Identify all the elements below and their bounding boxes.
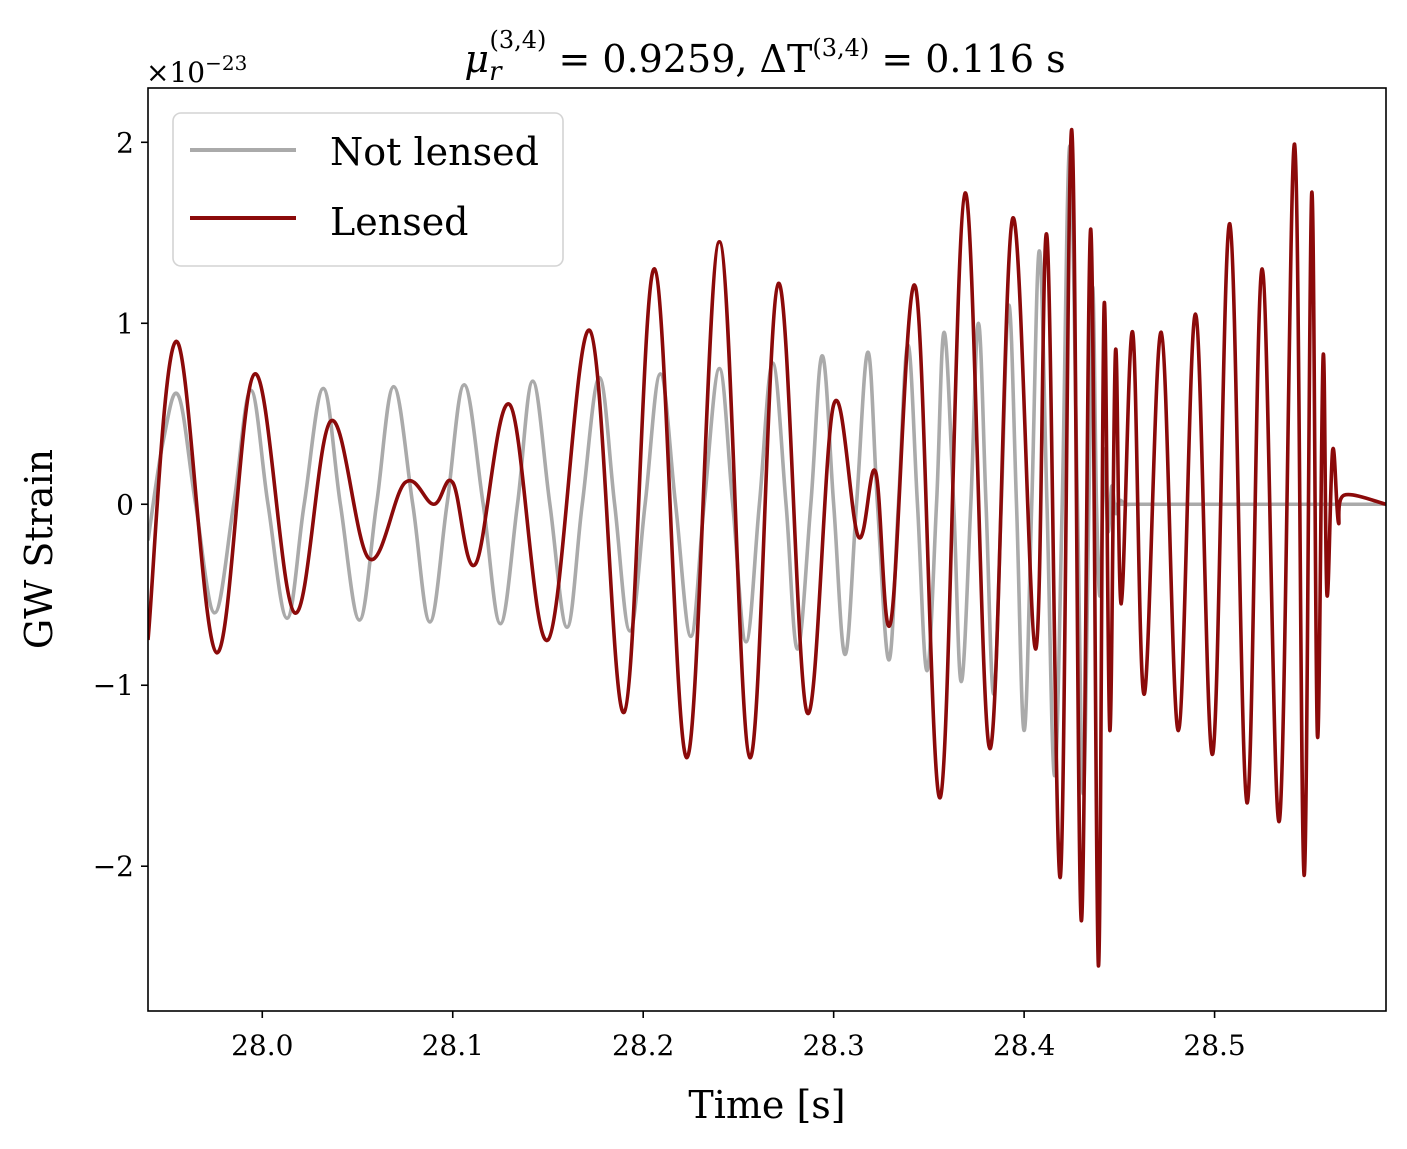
series-layer (148, 127, 1386, 968)
title-mu-sub: r (489, 57, 503, 87)
title-mu-symbol: μ (464, 37, 489, 81)
offset-exponent: −23 (205, 51, 247, 75)
x-tick-label: 28.5 (1183, 1029, 1245, 1062)
x-tick-label: 28.0 (231, 1029, 293, 1062)
x-axis-label: Time [s] (688, 1083, 845, 1127)
title-dt-value: = 0.116 s (869, 37, 1065, 81)
y-offset-text: ×10−23 (146, 51, 247, 89)
offset-base: ×10 (146, 56, 205, 89)
y-tick-label: 1 (116, 307, 134, 340)
y-tick-label: −2 (93, 850, 134, 883)
chart-title: μr(3,4) = 0.9259, ΔT(3,4) = 0.116 s (464, 26, 1065, 87)
y-tick-label: −1 (93, 669, 134, 702)
x-tick-label: 28.3 (802, 1029, 864, 1062)
title-mu-sup: (3,4) (490, 26, 547, 54)
series-line-lensed (148, 127, 1386, 968)
legend-label-lensed: Lensed (330, 200, 469, 244)
title-mu-value: = 0.9259, (546, 37, 759, 81)
y-ticks: 2 1 0 −1 −2 (93, 126, 148, 883)
plot-frame (147, 87, 1387, 1012)
title-dt-symbol: ΔT (760, 37, 813, 81)
title-dt-sup: (3,4) (812, 34, 869, 62)
y-tick-label: 2 (116, 126, 134, 159)
legend: Not lensed Lensed (172, 112, 564, 267)
y-tick-label: 0 (116, 488, 134, 521)
x-tick-label: 28.1 (422, 1029, 484, 1062)
x-tick-label: 28.4 (993, 1029, 1055, 1062)
y-axis-label: GW Strain (17, 449, 61, 649)
x-tick-label: 28.2 (612, 1029, 674, 1062)
legend-label-not-lensed: Not lensed (330, 130, 539, 174)
x-ticks: 28.0 28.1 28.2 28.3 28.4 28.5 (231, 1011, 1246, 1062)
